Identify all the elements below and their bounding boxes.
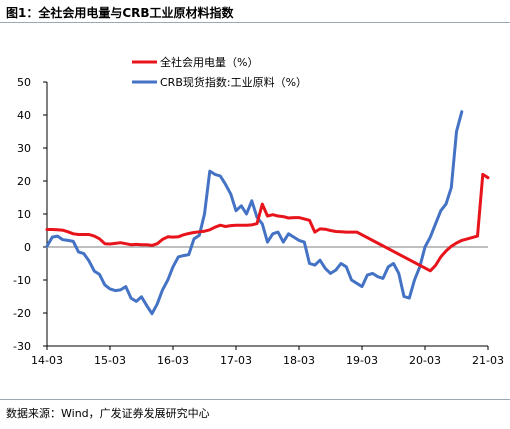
- y-tick-label: 40: [17, 109, 31, 122]
- series-line-electricity: [45, 172, 490, 273]
- y-tick-label: 50: [17, 76, 31, 89]
- x-tick-label: 20-03: [409, 354, 441, 367]
- x-tick-label: 17-03: [220, 354, 252, 367]
- x-tick-label: 15-03: [94, 354, 126, 367]
- y-tick-label: -10: [13, 274, 31, 287]
- y-tick-label: -30: [13, 340, 31, 353]
- x-tick-label: 16-03: [157, 354, 189, 367]
- series-line-crb: [45, 110, 464, 316]
- chart-title: 图1：全社会用电量与CRB工业原材料指数: [6, 6, 234, 20]
- y-tick-label: 0: [24, 241, 31, 254]
- chart-frame: -30 -20 -10 0 10 20 30 40 50 14-03 15-03 16-03 17-03…: [0, 22, 510, 400]
- x-tick-label: 18-03: [283, 354, 315, 367]
- legend-label: 全社会用电量（%）: [160, 55, 258, 69]
- y-tick-label: -20: [13, 307, 31, 320]
- x-tick-label: 14-03: [31, 354, 63, 367]
- chart-svg: -30 -20 -10 0 10 20 30 40 50 14-03 15-03 16-03 17-03…: [13, 55, 504, 367]
- y-tick-label: 20: [17, 175, 31, 188]
- x-tick-label: 19-03: [346, 354, 378, 367]
- title-bar: 图1：全社会用电量与CRB工业原材料指数: [0, 0, 510, 23]
- x-tick-label: 21-03: [472, 354, 504, 367]
- legend-label: CRB现货指数:工业原料（%）: [160, 75, 307, 89]
- y-tick-label: 30: [17, 142, 31, 155]
- source-note: 数据来源：Wind，广发证券发展研究中心: [6, 407, 210, 420]
- y-tick-label: 10: [17, 208, 31, 221]
